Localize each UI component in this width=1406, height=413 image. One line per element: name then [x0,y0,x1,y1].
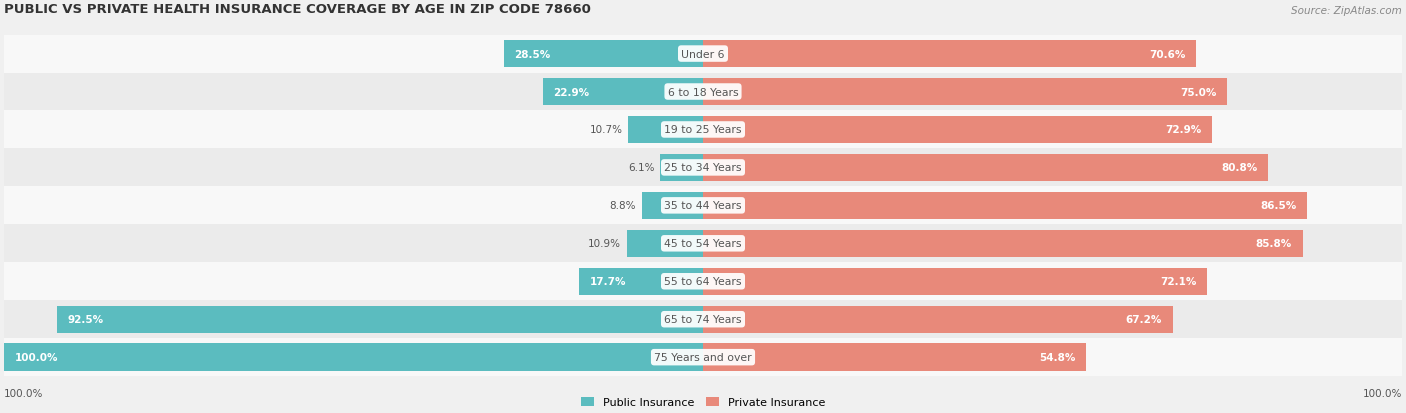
Text: 75 Years and over: 75 Years and over [654,352,752,362]
Bar [703,116,1212,144]
Text: 10.7%: 10.7% [589,125,623,135]
Bar [4,187,1402,225]
Text: 92.5%: 92.5% [67,314,103,325]
Text: 85.8%: 85.8% [1256,239,1292,249]
Bar [579,268,703,295]
Bar [703,230,1302,257]
Text: 8.8%: 8.8% [609,201,636,211]
Bar [543,78,703,106]
Bar [703,154,1268,182]
Bar [628,116,703,144]
Bar [627,230,703,257]
Text: 35 to 44 Years: 35 to 44 Years [664,201,742,211]
Text: 86.5%: 86.5% [1261,201,1296,211]
Text: 17.7%: 17.7% [589,277,626,287]
Text: 67.2%: 67.2% [1126,314,1163,325]
Bar [703,192,1308,219]
Legend: Public Insurance, Private Insurance: Public Insurance, Private Insurance [576,392,830,412]
Text: 10.9%: 10.9% [588,239,621,249]
Text: 25 to 34 Years: 25 to 34 Years [664,163,742,173]
Text: Source: ZipAtlas.com: Source: ZipAtlas.com [1291,6,1402,16]
Text: 100.0%: 100.0% [1362,388,1402,398]
Bar [703,41,1197,68]
Bar [4,225,1402,263]
Text: 6.1%: 6.1% [628,163,655,173]
Bar [56,306,703,333]
Text: 45 to 54 Years: 45 to 54 Years [664,239,742,249]
Bar [703,78,1227,106]
Text: 28.5%: 28.5% [515,50,551,59]
Bar [703,306,1173,333]
Bar [4,344,703,371]
Text: Under 6: Under 6 [682,50,724,59]
Text: 75.0%: 75.0% [1180,87,1216,97]
Text: 22.9%: 22.9% [554,87,589,97]
Text: 80.8%: 80.8% [1220,163,1257,173]
Bar [503,41,703,68]
Bar [4,36,1402,74]
Bar [4,111,1402,149]
Text: 70.6%: 70.6% [1150,50,1185,59]
Bar [4,74,1402,111]
Text: 72.9%: 72.9% [1166,125,1202,135]
Bar [4,301,1402,338]
Text: 100.0%: 100.0% [14,352,58,362]
Text: 72.1%: 72.1% [1160,277,1197,287]
Text: 55 to 64 Years: 55 to 64 Years [664,277,742,287]
Bar [703,268,1206,295]
Text: 6 to 18 Years: 6 to 18 Years [668,87,738,97]
Text: 54.8%: 54.8% [1039,352,1076,362]
Text: PUBLIC VS PRIVATE HEALTH INSURANCE COVERAGE BY AGE IN ZIP CODE 78660: PUBLIC VS PRIVATE HEALTH INSURANCE COVER… [4,3,591,16]
Text: 100.0%: 100.0% [4,388,44,398]
Text: 65 to 74 Years: 65 to 74 Years [664,314,742,325]
Bar [703,344,1085,371]
Bar [4,338,1402,376]
Text: 19 to 25 Years: 19 to 25 Years [664,125,742,135]
Bar [661,154,703,182]
Bar [4,263,1402,301]
Bar [4,149,1402,187]
Bar [641,192,703,219]
